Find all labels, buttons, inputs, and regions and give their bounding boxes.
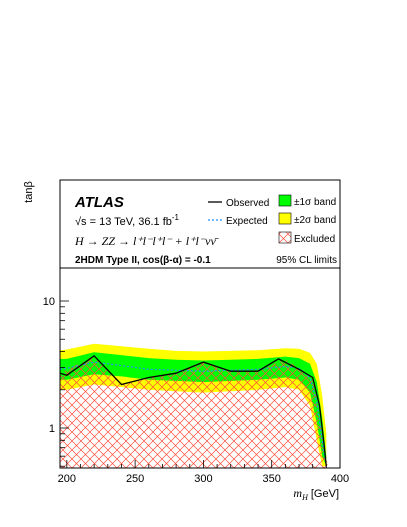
legend-band2-swatch (278, 212, 292, 225)
x-tick-label: 300 (194, 473, 212, 485)
model-label: 2HDM Type II, cos(β-α) = -0.1 (75, 255, 211, 266)
energy-lumi-label: √s = 13 TeV, 36.1 fb-1 (75, 213, 180, 228)
x-tick-label: 350 (263, 473, 281, 485)
x-tick-label: 250 (126, 473, 144, 485)
excluded-area (60, 355, 328, 468)
atlas-label: ATLAS (74, 194, 124, 211)
cl-label: 95% CL limits (276, 255, 337, 266)
legend-observed-label: Observed (226, 198, 269, 209)
x-axis-label: mH [GeV] (293, 486, 339, 502)
expected-line (60, 361, 327, 467)
x-tick-label: 200 (58, 473, 76, 485)
process-label: H → ZZ → l⁺l⁻l⁺l⁻ + l⁺l⁻νν̄ (74, 234, 219, 248)
legend-band2-label: ±2σ band (294, 215, 336, 226)
plot-frame (59, 179, 341, 469)
x-tick-label: 400 (331, 473, 349, 485)
observed-line (60, 354, 327, 467)
legend-expected-label: Expected (226, 216, 268, 227)
legend-band1-swatch (278, 194, 292, 207)
legend-excluded-swatch (278, 231, 292, 244)
legend-band1-label: ±1σ band (294, 197, 336, 208)
y-tick-label: 10 (43, 296, 55, 308)
y-tick-label: 1 (49, 423, 55, 435)
legend-excluded-label: Excluded (294, 234, 335, 245)
y-axis-label: tanβ (23, 181, 35, 203)
